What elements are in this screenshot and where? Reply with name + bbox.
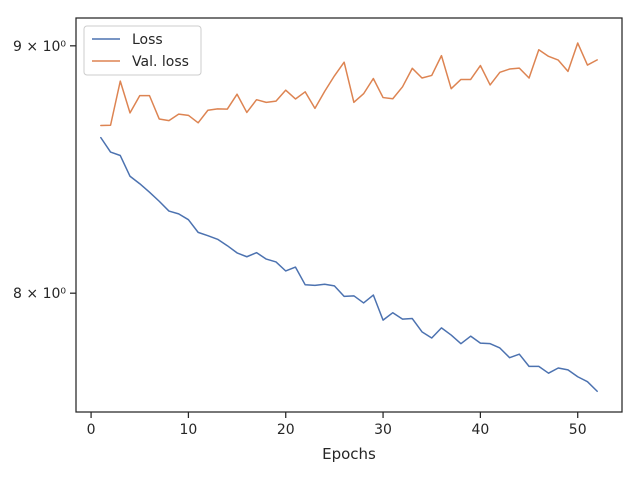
x-axis-label: Epochs <box>322 445 376 463</box>
axes-frame <box>75 17 623 413</box>
x-tick-label: 30 <box>374 422 392 438</box>
plot-area <box>76 18 622 412</box>
series-lines <box>100 42 598 393</box>
y-tick-label: 8 × 10⁰ <box>13 286 66 302</box>
x-tick-label: 50 <box>569 422 587 438</box>
series-line-val-loss <box>100 42 598 127</box>
x-tick-label: 0 <box>87 422 96 438</box>
x-axis-ticks: 0 10 20 30 40 50 <box>87 412 587 438</box>
legend: Loss Val. loss <box>83 25 202 76</box>
y-tick-label: 9 × 10⁰ <box>13 39 66 55</box>
x-tick-label: 20 <box>277 422 295 438</box>
legend-label-loss: Loss <box>132 32 163 48</box>
x-tick-label: 10 <box>179 422 197 438</box>
series-line-loss <box>100 136 598 393</box>
x-tick-label: 40 <box>471 422 489 438</box>
legend-label-val-loss: Val. loss <box>132 54 189 70</box>
y-axis-ticks: 8 × 10⁰ 9 × 10⁰ <box>13 39 76 302</box>
